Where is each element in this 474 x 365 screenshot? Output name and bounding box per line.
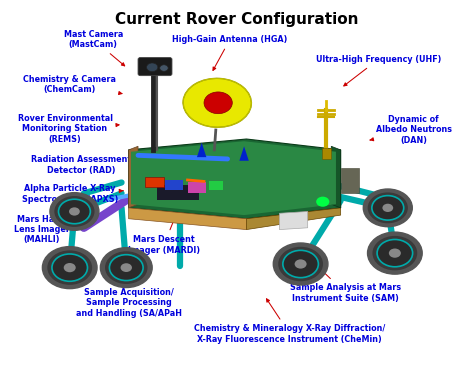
Circle shape — [295, 260, 307, 269]
Circle shape — [55, 196, 94, 227]
Circle shape — [146, 63, 158, 72]
Bar — [165, 180, 183, 191]
Circle shape — [372, 196, 404, 220]
Circle shape — [363, 189, 412, 227]
Polygon shape — [128, 139, 341, 219]
Bar — [157, 185, 199, 200]
Circle shape — [69, 207, 80, 216]
Text: Dynamic of
Albedo Neutrons
(DAN): Dynamic of Albedo Neutrons (DAN) — [370, 115, 452, 145]
Text: Chemistry & Camera
(ChemCam): Chemistry & Camera (ChemCam) — [23, 75, 122, 95]
Bar — [209, 181, 223, 191]
Text: High-Gain Antenna (HGA): High-Gain Antenna (HGA) — [172, 35, 288, 70]
Circle shape — [283, 250, 319, 278]
Text: Mars Hand
Lens Imager
(MAHLI): Mars Hand Lens Imager (MAHLI) — [13, 215, 85, 245]
Bar — [145, 177, 164, 187]
Text: Alpha Particle X-Ray
Spectrometer (APXS): Alpha Particle X-Ray Spectrometer (APXS) — [21, 184, 123, 204]
Circle shape — [58, 199, 91, 224]
Circle shape — [373, 236, 417, 270]
Circle shape — [367, 232, 422, 274]
Circle shape — [389, 249, 401, 258]
Text: Chemistry & Mineralogy X-Ray Diffraction/
X-Ray Fluorescence Instrument (CheMin): Chemistry & Mineralogy X-Ray Diffraction… — [194, 299, 385, 343]
Polygon shape — [128, 208, 246, 230]
Bar — [188, 182, 206, 193]
Bar — [322, 148, 331, 159]
Text: Radiation Assessment
Detector (RAD): Radiation Assessment Detector (RAD) — [31, 155, 139, 175]
Circle shape — [64, 263, 76, 272]
Polygon shape — [131, 141, 336, 215]
Circle shape — [52, 254, 88, 281]
Circle shape — [42, 247, 97, 289]
Circle shape — [278, 247, 323, 281]
Polygon shape — [239, 146, 249, 161]
Circle shape — [120, 263, 132, 272]
FancyBboxPatch shape — [138, 58, 172, 76]
Polygon shape — [246, 208, 341, 230]
Text: Ultra-High Frequency (UHF): Ultra-High Frequency (UHF) — [316, 55, 441, 86]
Bar — [341, 168, 358, 193]
Circle shape — [316, 197, 329, 207]
Text: Mars Descent
Imager (MARDI): Mars Descent Imager (MARDI) — [128, 210, 200, 254]
Circle shape — [160, 65, 168, 71]
Circle shape — [47, 250, 92, 285]
Circle shape — [105, 251, 147, 284]
Circle shape — [50, 193, 99, 230]
Polygon shape — [279, 211, 308, 230]
Text: Rover Environmental
Monitoring Station
(REMS): Rover Environmental Monitoring Station (… — [18, 114, 119, 144]
Circle shape — [273, 243, 328, 285]
Polygon shape — [128, 146, 138, 208]
Circle shape — [383, 204, 393, 212]
Circle shape — [204, 92, 232, 114]
Text: Sample Analysis at Mars
Instrument Suite (SAM): Sample Analysis at Mars Instrument Suite… — [290, 254, 401, 303]
Circle shape — [377, 239, 413, 267]
Circle shape — [109, 255, 143, 281]
Polygon shape — [331, 146, 341, 208]
Text: Sample Acquisition/
Sample Processing
and Handling (SA/APaH: Sample Acquisition/ Sample Processing an… — [76, 266, 182, 318]
Text: Current Rover Configuration: Current Rover Configuration — [115, 12, 359, 27]
Text: Mast Camera
(MastCam): Mast Camera (MastCam) — [64, 30, 125, 66]
Ellipse shape — [183, 78, 251, 127]
Polygon shape — [197, 143, 206, 157]
Circle shape — [100, 248, 152, 288]
Circle shape — [368, 192, 408, 223]
